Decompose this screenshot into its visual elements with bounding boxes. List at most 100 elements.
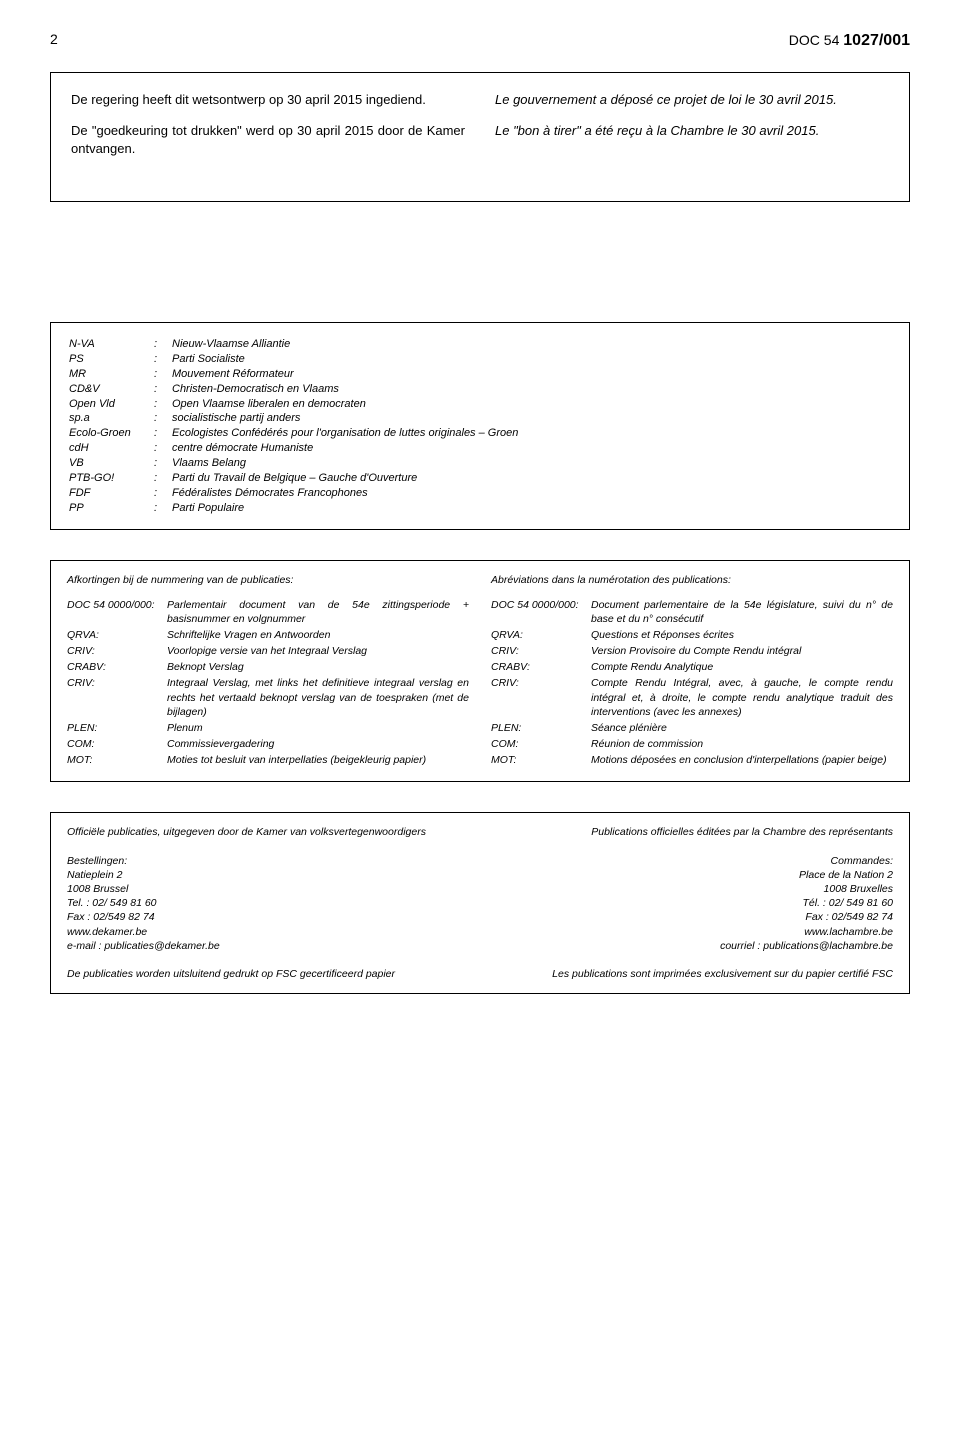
- party-name: Nieuw-Vlaamse Alliantie: [172, 337, 891, 352]
- publications-box: Officiële publicaties, uitgegeven door d…: [50, 812, 910, 994]
- party-colon: :: [154, 397, 172, 412]
- abbr-row: QRVA:Questions et Réponses écrites: [491, 628, 893, 642]
- abbr-row: QRVA:Schriftelijke Vragen en Antwoorden: [67, 628, 469, 642]
- party-abbr: PP: [69, 501, 154, 516]
- abbr-key: COM:: [67, 737, 167, 751]
- party-colon: :: [154, 441, 172, 456]
- party-name: Open Vlaamse liberalen en democraten: [172, 397, 891, 412]
- party-colon: :: [154, 501, 172, 516]
- intro-nl-p2: De "goedkeuring tot drukken" werd op 30 …: [71, 122, 465, 157]
- party-row: Open Vld:Open Vlaamse liberalen en democ…: [69, 397, 891, 412]
- abbr-val: Version Provisoire du Compte Rendu intég…: [591, 644, 893, 658]
- abbr-row: CRIV:Voorlopige versie van het Integraal…: [67, 644, 469, 658]
- party-colon: :: [154, 337, 172, 352]
- pub-fr-footer: Les publications sont imprimées exclusiv…: [491, 967, 893, 981]
- abbr-val: Integraal Verslag, met links het definit…: [167, 676, 469, 719]
- pub-fr-fax: Fax : 02/549 82 74: [491, 910, 893, 924]
- party-colon: :: [154, 367, 172, 382]
- party-colon: :: [154, 382, 172, 397]
- abbr-val: Parlementair document van de 54e zitting…: [167, 598, 469, 626]
- party-row: MR:Mouvement Réformateur: [69, 367, 891, 382]
- abbr-val: Schriftelijke Vragen en Antwoorden: [167, 628, 469, 642]
- pub-nl-tel: Tel. : 02/ 549 81 60: [67, 896, 469, 910]
- abbr-key: CRABV:: [491, 660, 591, 674]
- party-row: PTB-GO!:Parti du Travail de Belgique – G…: [69, 471, 891, 486]
- party-name: Fédéralistes Démocrates Francophones: [172, 486, 891, 501]
- party-name: centre démocrate Humaniste: [172, 441, 891, 456]
- intro-nl-col: De regering heeft dit wetsontwerp op 30 …: [71, 91, 465, 172]
- party-name: Mouvement Réformateur: [172, 367, 891, 382]
- pub-nl-site: www.dekamer.be: [67, 925, 469, 939]
- pub-fr-col: Publications officielles éditées par la …: [491, 825, 893, 981]
- party-row: PS:Parti Socialiste: [69, 352, 891, 367]
- abbr-val: Moties tot besluit van interpellaties (b…: [167, 753, 469, 767]
- abbr-row: CRIV:Integraal Verslag, met links het de…: [67, 676, 469, 719]
- party-row: sp.a:socialistische partij anders: [69, 411, 891, 426]
- pub-fr-email: courriel : publications@lachambre.be: [491, 939, 893, 953]
- party-row: CD&V:Christen-Democratisch en Vlaams: [69, 382, 891, 397]
- party-abbr: CD&V: [69, 382, 154, 397]
- parties-box: N-VA:Nieuw-Vlaamse AlliantiePS:Parti Soc…: [50, 322, 910, 530]
- page-container: 2 DOC 54 1027/001 De regering heeft dit …: [0, 0, 960, 1034]
- abbr-row: COM:Commissievergadering: [67, 737, 469, 751]
- abbr-fr-col: Abréviations dans la numérotation des pu…: [491, 573, 893, 769]
- party-row: cdH:centre démocrate Humaniste: [69, 441, 891, 456]
- abbr-key: COM:: [491, 737, 591, 751]
- pub-nl-col: Officiële publicaties, uitgegeven door d…: [67, 825, 469, 981]
- party-name: Parti Socialiste: [172, 352, 891, 367]
- abbr-key: PLEN:: [67, 721, 167, 735]
- pub-nl-addr1: Natieplein 2: [67, 868, 469, 882]
- abbr-row: MOT:Moties tot besluit van interpellatie…: [67, 753, 469, 767]
- abbr-key: CRABV:: [67, 660, 167, 674]
- intro-fr-p1: Le gouvernement a déposé ce projet de lo…: [495, 91, 889, 109]
- abbr-key: DOC 54 0000/000:: [67, 598, 167, 626]
- abbr-fr-title: Abréviations dans la numérotation des pu…: [491, 573, 893, 587]
- abbr-row: COM:Réunion de commission: [491, 737, 893, 751]
- abbr-val: Motions déposées en conclusion d'interpe…: [591, 753, 893, 767]
- party-row: PP:Parti Populaire: [69, 501, 891, 516]
- intro-box: De regering heeft dit wetsontwerp op 30 …: [50, 72, 910, 203]
- pub-nl-email: e-mail : publicaties@dekamer.be: [67, 939, 469, 953]
- pub-nl-order-label: Bestellingen:: [67, 854, 469, 868]
- abbr-row: MOT:Motions déposées en conclusion d'int…: [491, 753, 893, 767]
- party-abbr: Open Vld: [69, 397, 154, 412]
- abbr-row: CRIV:Version Provisoire du Compte Rendu …: [491, 644, 893, 658]
- party-abbr: N-VA: [69, 337, 154, 352]
- party-row: VB:Vlaams Belang: [69, 456, 891, 471]
- page-number: 2: [50, 30, 58, 52]
- doc-reference: DOC 54 1027/001: [789, 30, 910, 52]
- abbr-val: Questions et Réponses écrites: [591, 628, 893, 642]
- page-header: 2 DOC 54 1027/001: [50, 30, 910, 52]
- abbr-val: Beknopt Verslag: [167, 660, 469, 674]
- pub-nl-footer: De publicaties worden uitsluitend gedruk…: [67, 967, 469, 981]
- abbr-val: Réunion de commission: [591, 737, 893, 751]
- abbr-val: Compte Rendu Intégral, avec, à gauche, l…: [591, 676, 893, 719]
- abbr-row: CRIV:Compte Rendu Intégral, avec, à gauc…: [491, 676, 893, 719]
- party-abbr: MR: [69, 367, 154, 382]
- abbr-key: DOC 54 0000/000:: [491, 598, 591, 626]
- abbr-val: Compte Rendu Analytique: [591, 660, 893, 674]
- party-colon: :: [154, 456, 172, 471]
- party-abbr: VB: [69, 456, 154, 471]
- abbr-key: CRIV:: [491, 676, 591, 719]
- abbr-val: Commissievergadering: [167, 737, 469, 751]
- pub-fr-tel: Tél. : 02/ 549 81 60: [491, 896, 893, 910]
- party-abbr: Ecolo-Groen: [69, 426, 154, 441]
- pub-nl-title: Officiële publicaties, uitgegeven door d…: [67, 825, 469, 839]
- party-colon: :: [154, 471, 172, 486]
- abbr-key: MOT:: [67, 753, 167, 767]
- abbr-key: MOT:: [491, 753, 591, 767]
- abbr-row: DOC 54 0000/000:Document parlementaire d…: [491, 598, 893, 626]
- pub-fr-addr1: Place de la Nation 2: [491, 868, 893, 882]
- abbr-key: CRIV:: [491, 644, 591, 658]
- abbr-val: Séance plénière: [591, 721, 893, 735]
- party-name: Parti Populaire: [172, 501, 891, 516]
- abbr-row: PLEN:Séance plénière: [491, 721, 893, 735]
- pub-nl-fax: Fax : 02/549 82 74: [67, 910, 469, 924]
- abbr-key: QRVA:: [67, 628, 167, 642]
- party-abbr: FDF: [69, 486, 154, 501]
- party-abbr: PTB-GO!: [69, 471, 154, 486]
- doc-prefix: DOC 54: [789, 32, 840, 48]
- abbr-key: CRIV:: [67, 644, 167, 658]
- party-colon: :: [154, 486, 172, 501]
